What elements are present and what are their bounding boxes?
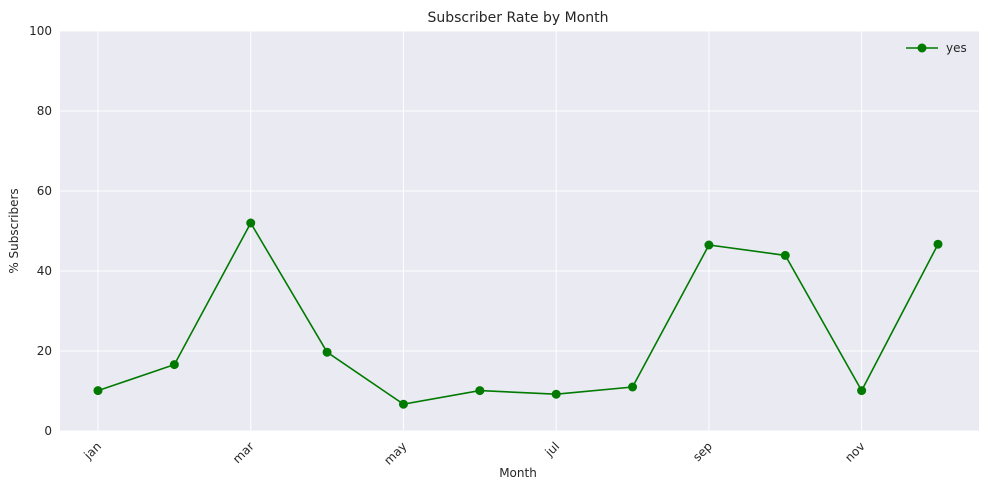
data-point — [857, 386, 867, 396]
y-axis-label: % Subscribers — [7, 188, 21, 273]
plot-area — [60, 31, 979, 431]
x-axis-label: Month — [499, 466, 537, 480]
data-point — [628, 382, 638, 392]
y-tick-label: 60 — [37, 184, 52, 198]
legend: yes — [906, 41, 967, 55]
data-point — [93, 386, 103, 396]
data-point — [322, 347, 332, 357]
data-point — [933, 239, 943, 249]
x-tick-label: nov — [842, 439, 868, 465]
series-layer — [93, 218, 943, 409]
y-tick-label: 80 — [37, 104, 52, 118]
y-tick-label: 100 — [29, 24, 52, 38]
data-point — [704, 240, 714, 250]
x-tick-label: jan — [81, 439, 105, 463]
legend-label-yes: yes — [946, 41, 967, 55]
data-point — [169, 360, 179, 370]
y-tick-label: 0 — [44, 424, 52, 438]
data-point — [551, 389, 561, 399]
y-tick-label: 40 — [37, 264, 52, 278]
x-tick-label: may — [381, 439, 409, 467]
x-tick-label: sep — [690, 439, 715, 464]
grid-lines — [60, 30, 979, 432]
legend-marker — [917, 43, 927, 53]
x-tick-labels: jan mar may jul sep nov — [81, 439, 868, 467]
x-tick-label: jul — [542, 439, 563, 460]
y-tick-labels: 0 20 40 60 80 100 — [29, 24, 52, 438]
series-line-yes — [97, 221, 939, 406]
data-point — [780, 250, 790, 260]
data-point — [246, 218, 256, 228]
y-tick-label: 20 — [37, 344, 52, 358]
x-tick-label: mar — [230, 439, 257, 466]
data-point — [398, 399, 408, 409]
data-point — [475, 386, 485, 396]
chart-title: Subscriber Rate by Month — [427, 10, 608, 26]
